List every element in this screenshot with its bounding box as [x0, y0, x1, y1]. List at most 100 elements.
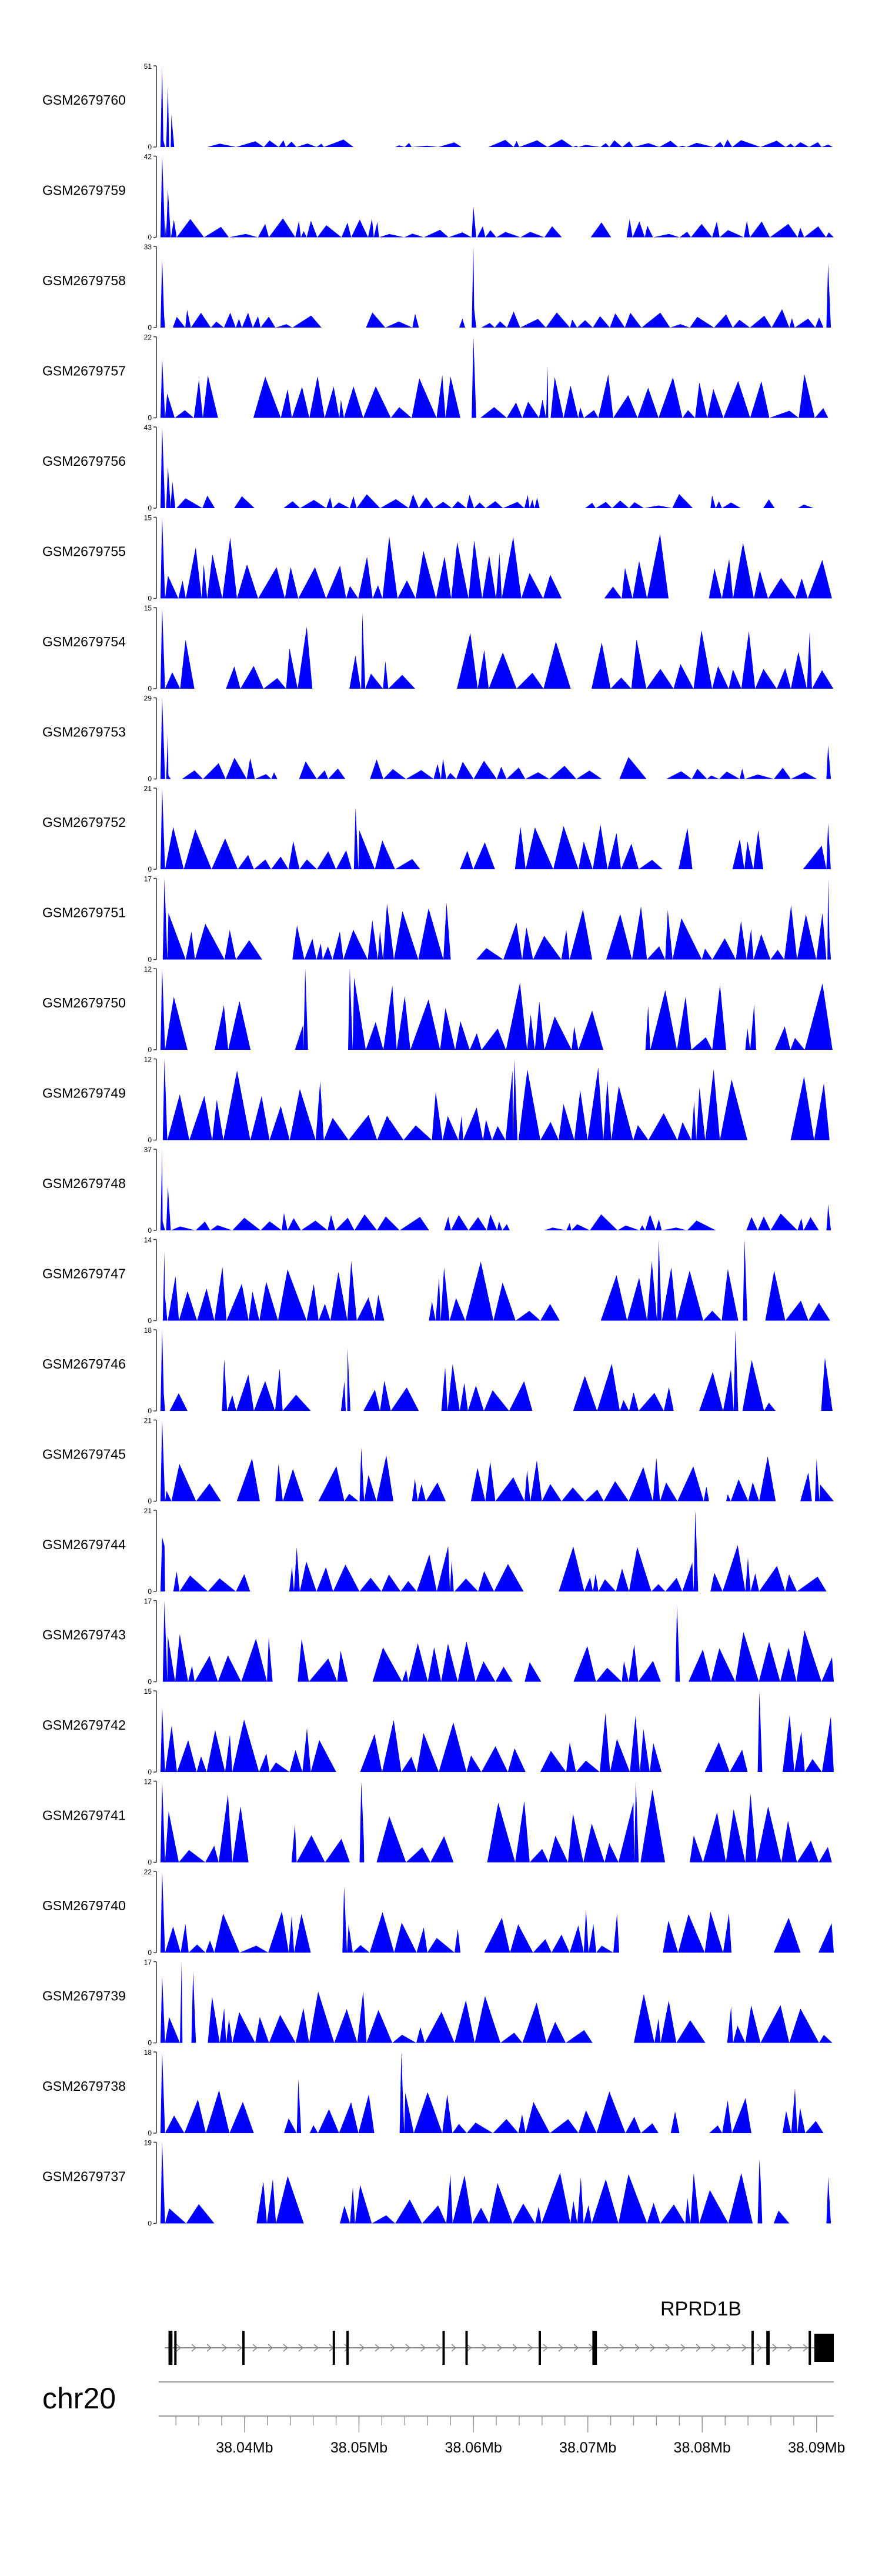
y-max-label: 51 — [144, 62, 152, 71]
y-min-label: 0 — [148, 865, 152, 873]
coverage-tracks: GSM2679760510GSM2679759420GSM2679758330G… — [42, 62, 834, 2228]
strand-arrow — [726, 2344, 732, 2352]
track-label: GSM2679747 — [42, 1266, 126, 1282]
y-max-label: 17 — [144, 1958, 152, 1967]
exon-block — [592, 2331, 597, 2365]
strand-arrow — [696, 2344, 701, 2352]
strand-arrow — [252, 2344, 258, 2352]
track-GSM2679757: GSM2679757 22 0 — [42, 333, 834, 422]
strand-arrow — [604, 2344, 610, 2352]
track-GSM2679756: GSM2679756 43 0 — [42, 423, 834, 512]
y-max-label: 21 — [144, 785, 152, 793]
exon-block — [174, 2331, 177, 2365]
y-min-label: 0 — [148, 414, 152, 422]
strand-arrow — [420, 2344, 426, 2352]
track-label: GSM2679743 — [42, 1627, 126, 1643]
coverage-area — [159, 1871, 834, 1953]
y-min-label: 0 — [148, 1587, 152, 1596]
track-label: GSM2679756 — [42, 453, 126, 469]
y-max-label: 21 — [144, 1507, 152, 1515]
exon-block — [814, 2334, 834, 2362]
y-max-label: 43 — [144, 423, 152, 432]
coverage-area — [159, 1149, 834, 1230]
strand-arrow — [176, 2344, 182, 2352]
coverage-area — [159, 2052, 834, 2133]
track-label: GSM2679739 — [42, 1988, 126, 2004]
coverage-area — [159, 246, 834, 328]
gene-model-track: RPRD1B — [165, 2298, 834, 2365]
coverage-area — [159, 517, 834, 599]
axis-tick-label: 38.04Mb — [216, 2440, 273, 2456]
track-label: GSM2679740 — [42, 1898, 126, 1913]
y-min-label: 0 — [148, 1768, 152, 1776]
y-max-label: 12 — [144, 965, 152, 973]
strand-arrow — [665, 2344, 671, 2352]
strand-arrow — [313, 2344, 319, 2352]
y-max-label: 12 — [144, 1056, 152, 1064]
y-max-label: 15 — [144, 514, 152, 522]
coverage-area — [159, 969, 834, 1050]
y-min-label: 0 — [148, 1136, 152, 1144]
coverage-area — [159, 427, 834, 508]
track-GSM2679759: GSM2679759 42 0 — [42, 153, 834, 242]
y-min-label: 0 — [148, 775, 152, 783]
axis-tick-label: 38.09Mb — [788, 2440, 845, 2456]
track-GSM2679746: GSM2679746 18 0 — [42, 1326, 834, 1415]
strand-arrow — [680, 2344, 686, 2352]
coverage-area — [159, 156, 834, 238]
coverage-area — [159, 698, 834, 779]
track-GSM2679749: GSM2679749 12 0 — [42, 1056, 834, 1144]
track-GSM2679754: GSM2679754 15 0 — [42, 604, 834, 693]
y-min-label: 0 — [148, 1046, 152, 1054]
coverage-area — [159, 1510, 834, 1591]
strand-arrow — [787, 2344, 793, 2352]
axis-tick-label: 38.06Mb — [445, 2440, 502, 2456]
strand-arrow — [222, 2344, 228, 2352]
strand-arrow — [405, 2344, 411, 2352]
strand-arrow — [390, 2344, 396, 2352]
strand-arrow — [527, 2344, 533, 2352]
exon-block — [808, 2331, 811, 2365]
y-max-label: 37 — [144, 1146, 152, 1154]
y-min-label: 0 — [148, 1317, 152, 1325]
strand-arrow — [711, 2344, 717, 2352]
y-min-label: 0 — [148, 2129, 152, 2137]
coverage-area — [159, 608, 834, 689]
strand-arrow — [772, 2344, 778, 2352]
track-GSM2679745: GSM2679745 21 0 — [42, 1417, 834, 1506]
track-GSM2679760: GSM2679760 51 0 — [42, 62, 834, 151]
track-label: GSM2679746 — [42, 1356, 126, 1372]
y-max-label: 15 — [144, 604, 152, 612]
strand-arrow — [451, 2344, 457, 2352]
exon-block — [332, 2331, 335, 2365]
chromosome-label: chr20 — [42, 2382, 116, 2415]
strand-arrow — [237, 2344, 243, 2352]
exon-block — [465, 2331, 468, 2365]
strand-arrow — [650, 2344, 656, 2352]
y-min-label: 0 — [148, 1948, 152, 1957]
track-label: GSM2679750 — [42, 995, 126, 1010]
y-min-label: 0 — [148, 595, 152, 603]
strand-arrow — [436, 2344, 442, 2352]
track-label: GSM2679745 — [42, 1447, 126, 1462]
strand-arrow — [634, 2344, 640, 2352]
track-GSM2679753: GSM2679753 29 0 — [42, 695, 834, 783]
strand-arrow — [283, 2344, 289, 2352]
coverage-area — [159, 1330, 834, 1411]
y-max-label: 18 — [144, 1326, 152, 1334]
strand-arrow — [359, 2344, 365, 2352]
track-label: GSM2679748 — [42, 1176, 126, 1191]
y-max-label: 22 — [144, 333, 152, 342]
coverage-area — [159, 1691, 834, 1772]
track-label: GSM2679744 — [42, 1537, 126, 1552]
y-min-label: 0 — [148, 956, 152, 964]
gene-exons — [168, 2331, 834, 2365]
strand-arrow — [298, 2344, 304, 2352]
strand-arrow — [466, 2344, 472, 2352]
genome-axis-ticks: 38.04Mb 38.05Mb 38.06Mb 38.07Mb 38.08Mb 38.09… — [175, 2416, 845, 2456]
exon-block — [442, 2331, 445, 2365]
y-min-label: 0 — [148, 1678, 152, 1686]
y-min-label: 0 — [148, 2039, 152, 2047]
y-min-label: 0 — [148, 1407, 152, 1415]
track-GSM2679751: GSM2679751 17 0 — [42, 875, 834, 964]
